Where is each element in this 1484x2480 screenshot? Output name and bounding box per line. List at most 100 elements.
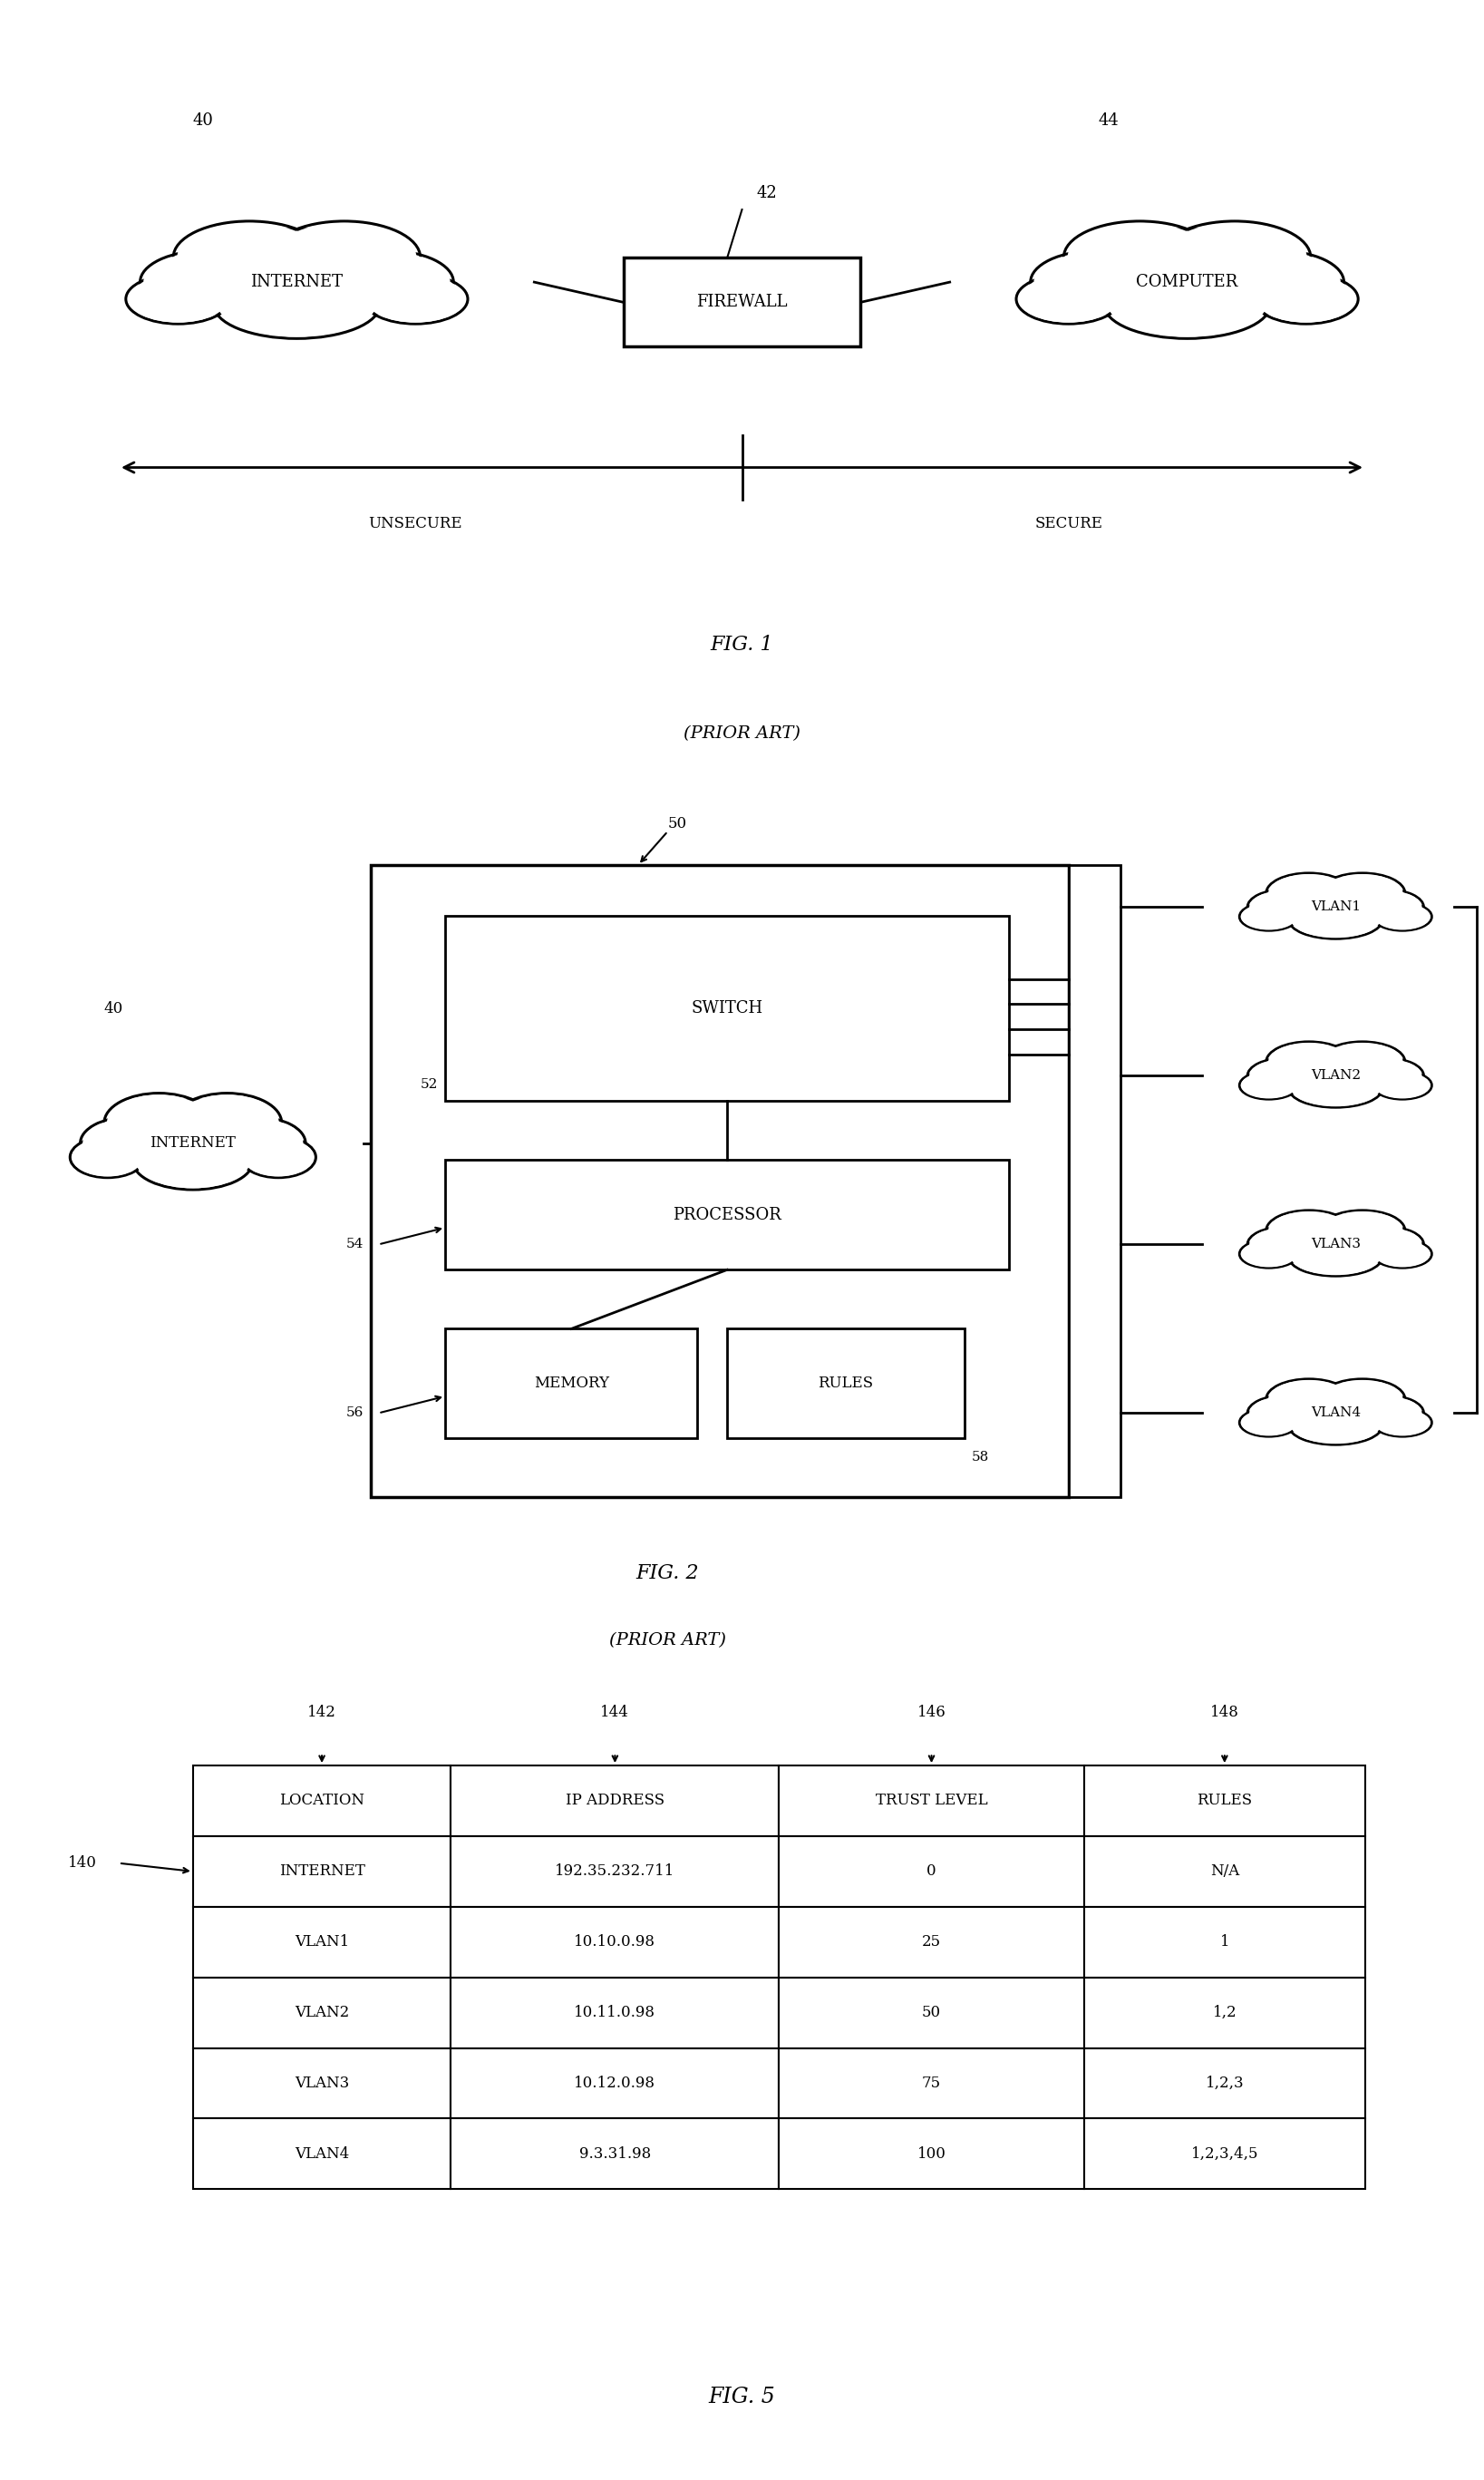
Ellipse shape bbox=[1254, 275, 1358, 325]
Text: VLAN2: VLAN2 bbox=[294, 2004, 349, 2021]
Ellipse shape bbox=[1322, 1210, 1402, 1250]
Text: INTERNET: INTERNET bbox=[251, 273, 343, 290]
Ellipse shape bbox=[1104, 270, 1270, 337]
Text: 1: 1 bbox=[1220, 1934, 1229, 1949]
Ellipse shape bbox=[1067, 223, 1212, 293]
Ellipse shape bbox=[1088, 228, 1287, 325]
Ellipse shape bbox=[1092, 231, 1282, 322]
Text: 100: 100 bbox=[917, 2145, 945, 2163]
Ellipse shape bbox=[1350, 890, 1422, 925]
Text: 144: 144 bbox=[601, 1704, 629, 1719]
Ellipse shape bbox=[1241, 1240, 1297, 1267]
Text: VLAN2: VLAN2 bbox=[1310, 1069, 1361, 1081]
Text: VLAN1: VLAN1 bbox=[1310, 900, 1361, 913]
Ellipse shape bbox=[1349, 1228, 1423, 1262]
Text: INTERNET: INTERNET bbox=[279, 1865, 365, 1880]
Text: INTERNET: INTERNET bbox=[150, 1136, 236, 1151]
Text: LOCATION: LOCATION bbox=[279, 1793, 365, 1808]
Text: 10.12.0.98: 10.12.0.98 bbox=[574, 2076, 656, 2091]
Ellipse shape bbox=[212, 1118, 303, 1168]
Ellipse shape bbox=[272, 223, 417, 293]
Ellipse shape bbox=[83, 1118, 174, 1168]
Bar bbox=[779, 1977, 1083, 2048]
Ellipse shape bbox=[1250, 890, 1321, 925]
Ellipse shape bbox=[1266, 1210, 1352, 1250]
Bar bbox=[193, 1835, 451, 1907]
Ellipse shape bbox=[1214, 253, 1340, 312]
Bar bbox=[1083, 1835, 1365, 1907]
Text: 40: 40 bbox=[193, 112, 214, 129]
Bar bbox=[779, 1766, 1083, 1835]
Ellipse shape bbox=[1350, 1396, 1422, 1431]
Ellipse shape bbox=[1374, 1409, 1431, 1436]
Ellipse shape bbox=[1241, 1071, 1297, 1099]
Ellipse shape bbox=[1350, 1059, 1422, 1094]
Ellipse shape bbox=[1269, 873, 1349, 913]
Ellipse shape bbox=[1319, 1379, 1405, 1419]
Text: 56: 56 bbox=[346, 1406, 364, 1419]
Bar bbox=[623, 258, 861, 347]
Ellipse shape bbox=[1030, 250, 1163, 312]
Ellipse shape bbox=[1109, 273, 1266, 337]
Ellipse shape bbox=[80, 1118, 177, 1168]
Text: TRUST LEVEL: TRUST LEVEL bbox=[876, 1793, 987, 1808]
Bar bbox=[451, 1977, 779, 2048]
Ellipse shape bbox=[1250, 1228, 1321, 1262]
Text: 52: 52 bbox=[420, 1079, 438, 1091]
Ellipse shape bbox=[1239, 1071, 1298, 1099]
Text: VLAN3: VLAN3 bbox=[294, 2076, 349, 2091]
Ellipse shape bbox=[1279, 1215, 1392, 1267]
Text: 40: 40 bbox=[104, 1002, 123, 1017]
Ellipse shape bbox=[1248, 890, 1322, 925]
Ellipse shape bbox=[1350, 1228, 1422, 1262]
Text: 50: 50 bbox=[668, 816, 687, 831]
Bar bbox=[1083, 1766, 1365, 1835]
Bar bbox=[193, 1766, 451, 1835]
Ellipse shape bbox=[1290, 1069, 1383, 1109]
Ellipse shape bbox=[1159, 221, 1310, 293]
Bar bbox=[1068, 866, 1120, 1498]
Text: 0: 0 bbox=[926, 1865, 936, 1880]
Ellipse shape bbox=[1266, 873, 1352, 913]
Text: 50: 50 bbox=[922, 2004, 941, 2021]
Ellipse shape bbox=[1241, 1409, 1297, 1436]
Ellipse shape bbox=[218, 273, 375, 337]
Ellipse shape bbox=[202, 231, 392, 322]
Text: N/A: N/A bbox=[1209, 1865, 1239, 1880]
Ellipse shape bbox=[125, 1101, 261, 1176]
Bar bbox=[193, 1977, 451, 2048]
Bar bbox=[1083, 1907, 1365, 1977]
Text: FIG. 2: FIG. 2 bbox=[637, 1562, 699, 1582]
Bar bbox=[779, 1907, 1083, 1977]
Text: 1,2,3: 1,2,3 bbox=[1205, 2076, 1244, 2091]
Text: MEMORY: MEMORY bbox=[534, 1376, 608, 1391]
Text: (PRIOR ART): (PRIOR ART) bbox=[610, 1632, 726, 1649]
Text: SWITCH: SWITCH bbox=[692, 999, 763, 1017]
Ellipse shape bbox=[1291, 1071, 1380, 1106]
Ellipse shape bbox=[1349, 1396, 1423, 1431]
Ellipse shape bbox=[1291, 1240, 1380, 1275]
Bar bbox=[445, 915, 1009, 1101]
Ellipse shape bbox=[70, 1136, 145, 1178]
Ellipse shape bbox=[1291, 903, 1380, 937]
Text: VLAN3: VLAN3 bbox=[1310, 1238, 1361, 1250]
Bar bbox=[451, 2048, 779, 2118]
Text: VLAN4: VLAN4 bbox=[1310, 1406, 1361, 1419]
Ellipse shape bbox=[1373, 1071, 1432, 1099]
Ellipse shape bbox=[1162, 223, 1307, 293]
Ellipse shape bbox=[1290, 900, 1383, 940]
Text: RULES: RULES bbox=[1198, 1793, 1252, 1808]
Ellipse shape bbox=[1248, 1059, 1322, 1094]
Bar bbox=[193, 2118, 451, 2190]
Ellipse shape bbox=[1374, 1240, 1431, 1267]
Ellipse shape bbox=[240, 1136, 316, 1178]
Ellipse shape bbox=[1211, 250, 1345, 312]
Ellipse shape bbox=[1269, 1042, 1349, 1081]
Ellipse shape bbox=[1319, 1210, 1405, 1250]
Text: IP ADDRESS: IP ADDRESS bbox=[565, 1793, 665, 1808]
Ellipse shape bbox=[1374, 903, 1431, 930]
Bar bbox=[451, 1835, 779, 1907]
Ellipse shape bbox=[1248, 1228, 1322, 1262]
Ellipse shape bbox=[1322, 1042, 1402, 1081]
Text: VLAN4: VLAN4 bbox=[294, 2145, 349, 2163]
